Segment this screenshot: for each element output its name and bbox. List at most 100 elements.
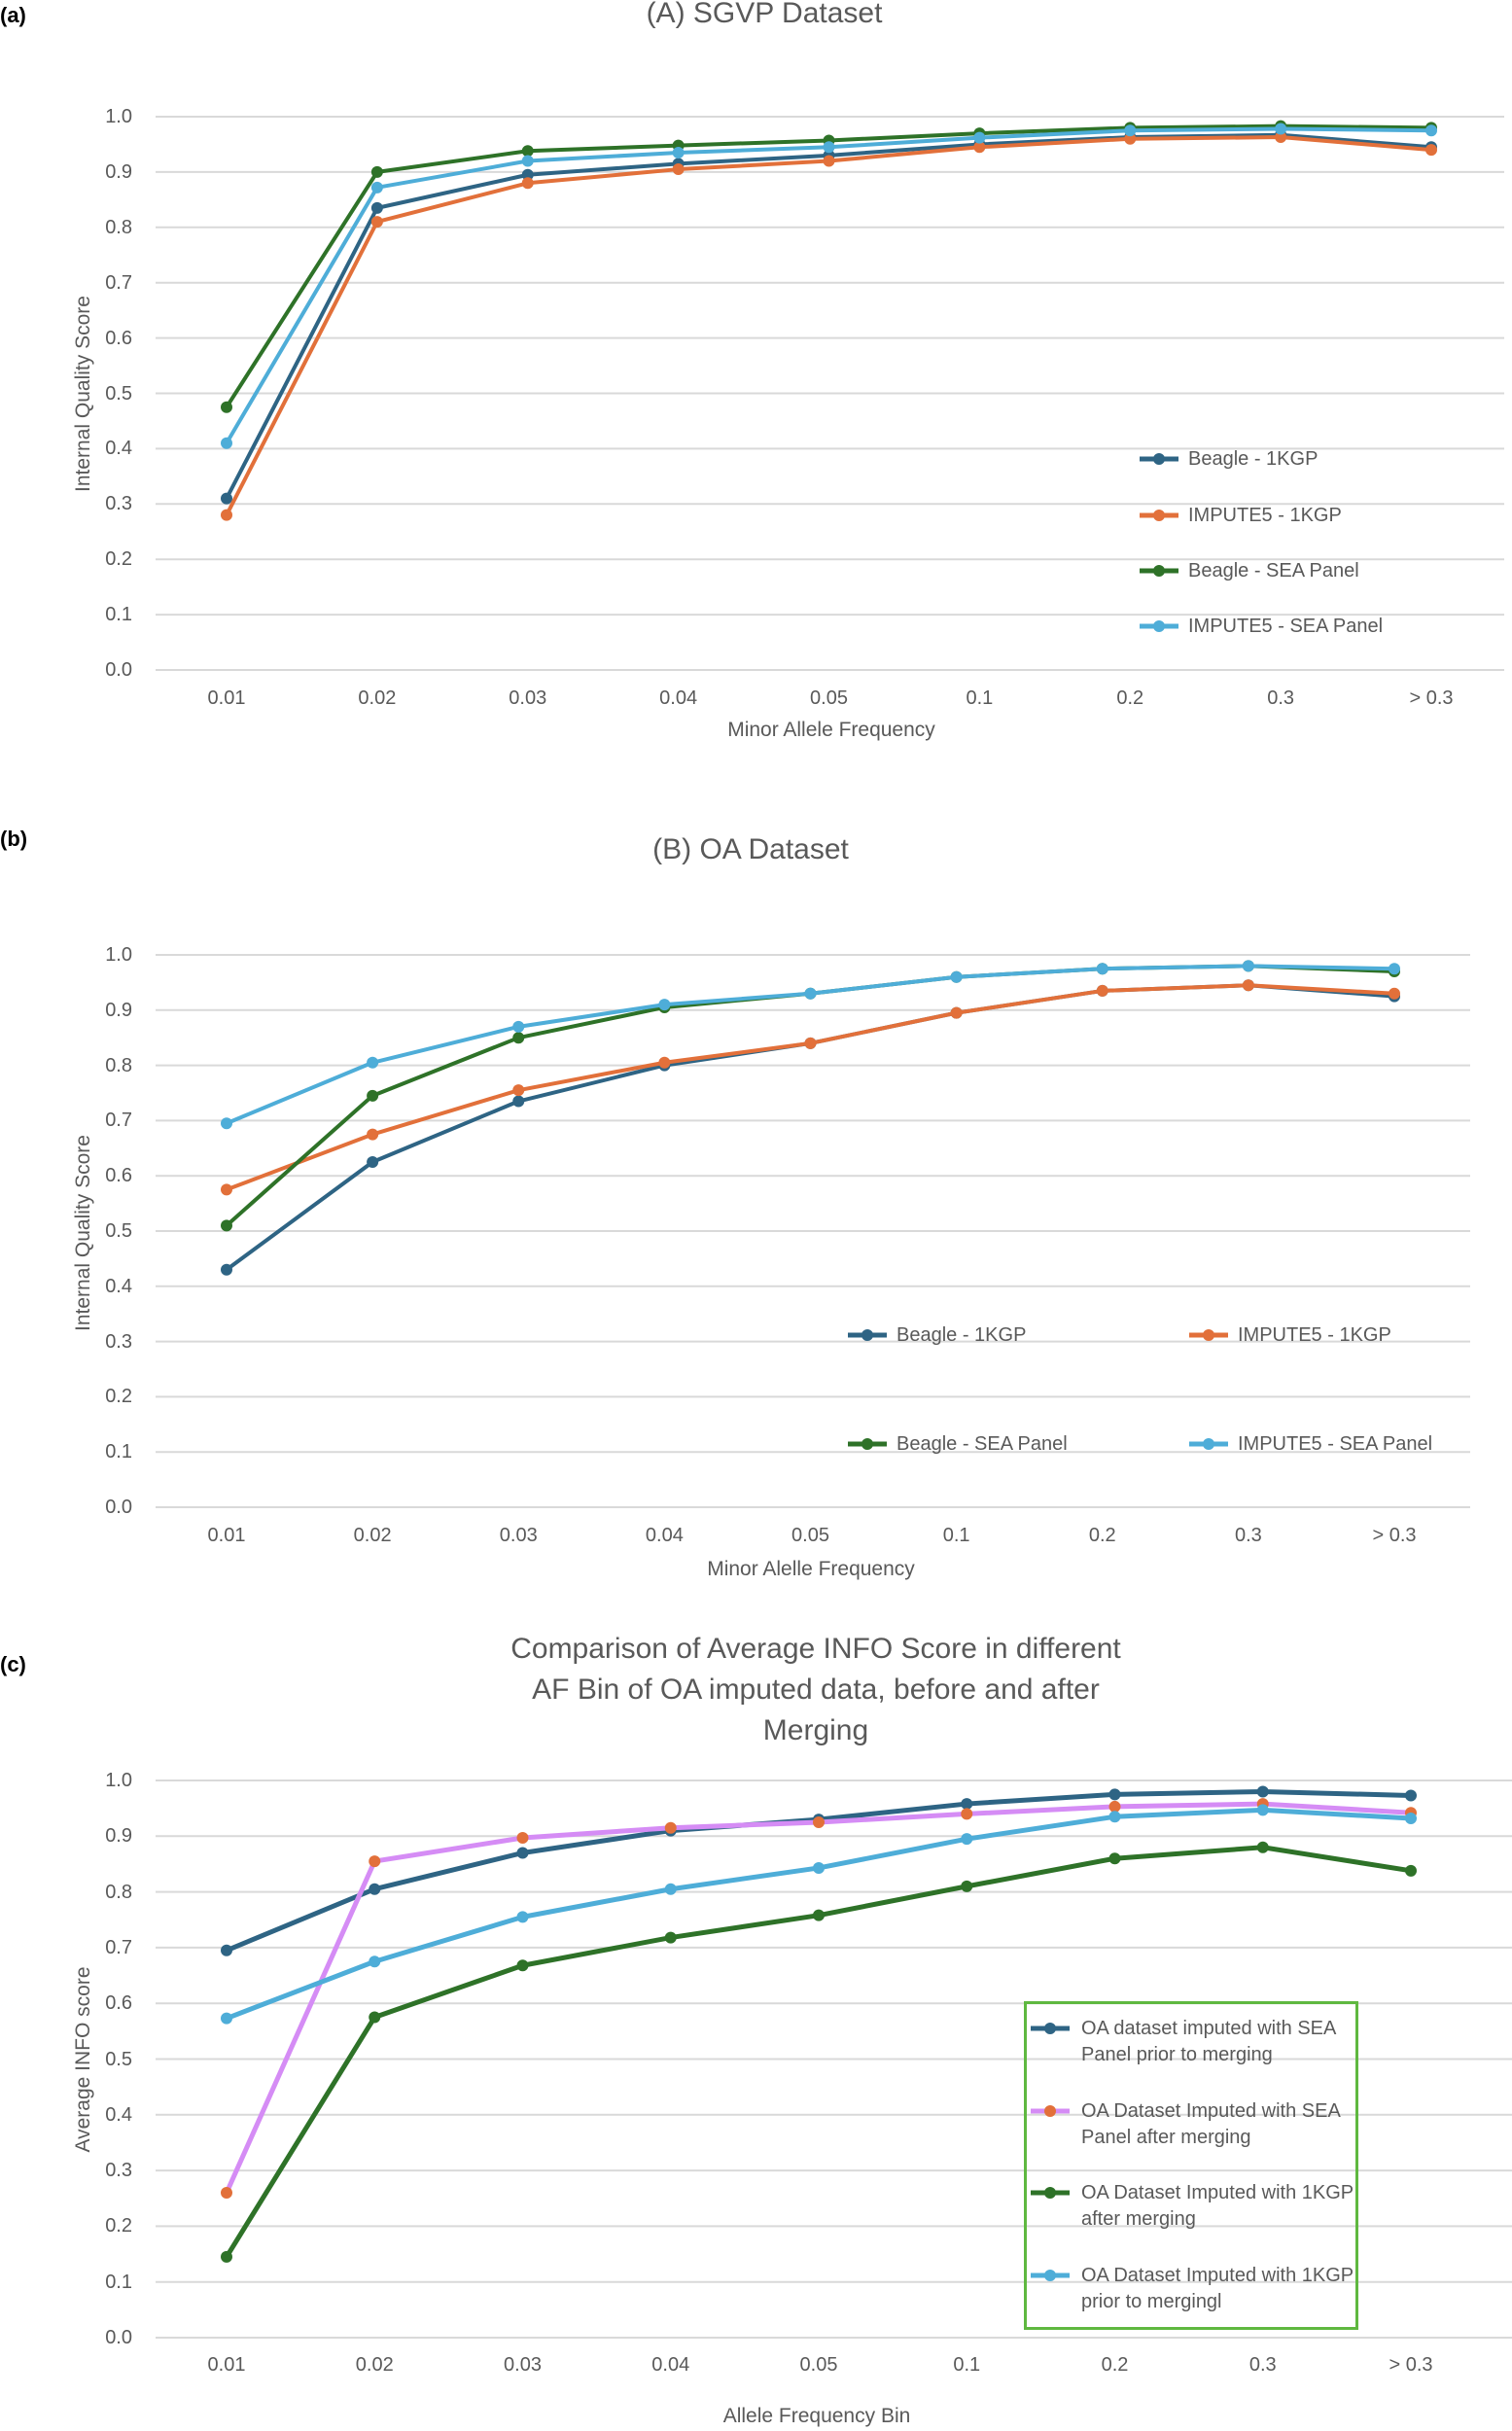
- chart-title: Comparison of Average INFO Score in diff…: [510, 1633, 1121, 1746]
- data-point: [516, 1847, 529, 1859]
- legend-swatch-marker: [1153, 620, 1165, 632]
- data-point: [1096, 963, 1108, 975]
- data-point: [1124, 124, 1137, 137]
- x-tick-label: 0.05: [799, 2354, 838, 2376]
- x-tick-label: 0.1: [966, 687, 994, 709]
- legend-swatch-marker: [1044, 2105, 1056, 2117]
- legend-swatch-marker: [1044, 2187, 1056, 2199]
- data-point: [221, 401, 232, 413]
- data-point: [521, 145, 534, 158]
- data-point: [1405, 1789, 1417, 1802]
- data-point: [221, 2250, 232, 2263]
- data-point: [1108, 1800, 1121, 1813]
- data-point: [813, 1861, 825, 1874]
- x-tick-label: 0.3: [1234, 1525, 1262, 1546]
- legend-swatch-marker: [1203, 1329, 1214, 1341]
- legend-label: IMPUTE5 - SEA Panel: [1238, 1433, 1433, 1455]
- y-tick-label: 0.4: [105, 438, 132, 460]
- x-axis-title: Allele Frequency Bin: [722, 2405, 911, 2427]
- y-tick-label: 0.5: [105, 2048, 132, 2070]
- data-point: [961, 1798, 973, 1811]
- data-point: [1096, 984, 1108, 997]
- y-tick-label: 1.0: [105, 106, 132, 127]
- data-point: [973, 141, 986, 154]
- y-tick-label: 0.9: [105, 1825, 132, 1848]
- data-point: [370, 181, 383, 194]
- y-tick-label: 0.5: [105, 382, 132, 405]
- data-point: [221, 1117, 232, 1130]
- legend-swatch-marker: [1153, 453, 1165, 465]
- x-tick-label: 0.2: [1116, 687, 1144, 709]
- y-tick-label: 0.5: [105, 1220, 132, 1242]
- data-point: [950, 1006, 963, 1019]
- legend-label: OA dataset imputed with SEA Panel prior …: [1081, 2018, 1336, 2065]
- data-point: [369, 1883, 381, 1895]
- legend-swatch-marker: [861, 1438, 873, 1450]
- data-point: [672, 163, 685, 176]
- series-line-2: [225, 123, 1432, 408]
- legend-label: IMPUTE5 - 1KGP: [1238, 1324, 1391, 1346]
- data-point: [1108, 1852, 1121, 1865]
- data-point: [221, 2187, 232, 2200]
- y-tick-label: 0.0: [105, 1497, 132, 1518]
- data-point: [950, 970, 963, 983]
- data-point: [370, 165, 383, 178]
- legend-swatch-marker: [1153, 510, 1165, 521]
- chart-title: (A) SGVP Dataset: [646, 0, 883, 29]
- legend-swatch-marker: [861, 1329, 873, 1341]
- data-point: [961, 1880, 973, 1892]
- x-tick-label: 0.2: [1101, 2354, 1129, 2376]
- legend-label: Beagle - 1KGP: [897, 1324, 1027, 1346]
- data-point: [369, 2011, 381, 2024]
- data-point: [221, 1263, 232, 1276]
- legend-label: OA Dataset Imputed with 1KGP after mergi…: [1081, 2182, 1354, 2230]
- y-tick-label: 0.8: [105, 1881, 132, 1903]
- y-tick-label: 0.1: [105, 604, 132, 626]
- data-point: [516, 1959, 529, 1972]
- data-point: [221, 1183, 232, 1196]
- data-point: [512, 1095, 525, 1108]
- y-tick-label: 0.7: [105, 1110, 132, 1132]
- data-point: [658, 999, 671, 1011]
- y-tick-label: 0.1: [105, 1441, 132, 1463]
- x-axis-title: Minor Alelle Frequency: [707, 1558, 915, 1580]
- x-tick-label: 0.01: [207, 687, 246, 709]
- y-tick-label: 0.7: [105, 1936, 132, 1958]
- x-tick-label: 0.01: [207, 1525, 246, 1546]
- legend-label: IMPUTE5 - 1KGP: [1188, 505, 1342, 526]
- data-point: [221, 509, 232, 521]
- data-point: [973, 131, 986, 144]
- legend-swatch-marker: [1153, 565, 1165, 577]
- x-tick-label: 0.03: [504, 2354, 542, 2376]
- data-point: [521, 168, 534, 181]
- y-tick-label: 0.3: [105, 2160, 132, 2182]
- panel-label: (b): [0, 827, 28, 851]
- data-point: [369, 1955, 381, 1968]
- x-tick-label: 0.3: [1248, 2354, 1277, 2376]
- y-tick-label: 1.0: [105, 1770, 132, 1791]
- x-tick-label: > 0.3: [1409, 687, 1454, 709]
- y-tick-label: 0.0: [105, 2327, 132, 2348]
- data-point: [1124, 132, 1137, 145]
- series-line-3: [225, 126, 1432, 444]
- y-tick-label: 0.0: [105, 659, 132, 681]
- data-point: [369, 1855, 381, 1868]
- data-point: [221, 437, 232, 449]
- series-line-1: [226, 983, 1395, 1192]
- y-tick-label: 0.4: [105, 1275, 132, 1297]
- data-point: [1256, 1841, 1269, 1853]
- x-tick-label: > 0.3: [1389, 2354, 1433, 2376]
- data-point: [1256, 1804, 1269, 1816]
- data-point: [804, 1037, 817, 1049]
- data-point: [823, 141, 835, 154]
- data-point: [1389, 963, 1400, 975]
- data-point: [221, 1219, 232, 1232]
- data-point: [1108, 1811, 1121, 1823]
- y-tick-label: 0.9: [105, 999, 132, 1021]
- data-point: [1425, 124, 1437, 137]
- data-point: [221, 2012, 232, 2025]
- y-tick-label: 0.8: [105, 216, 132, 238]
- legend-swatch-marker: [1203, 1438, 1214, 1450]
- data-point: [658, 1056, 671, 1069]
